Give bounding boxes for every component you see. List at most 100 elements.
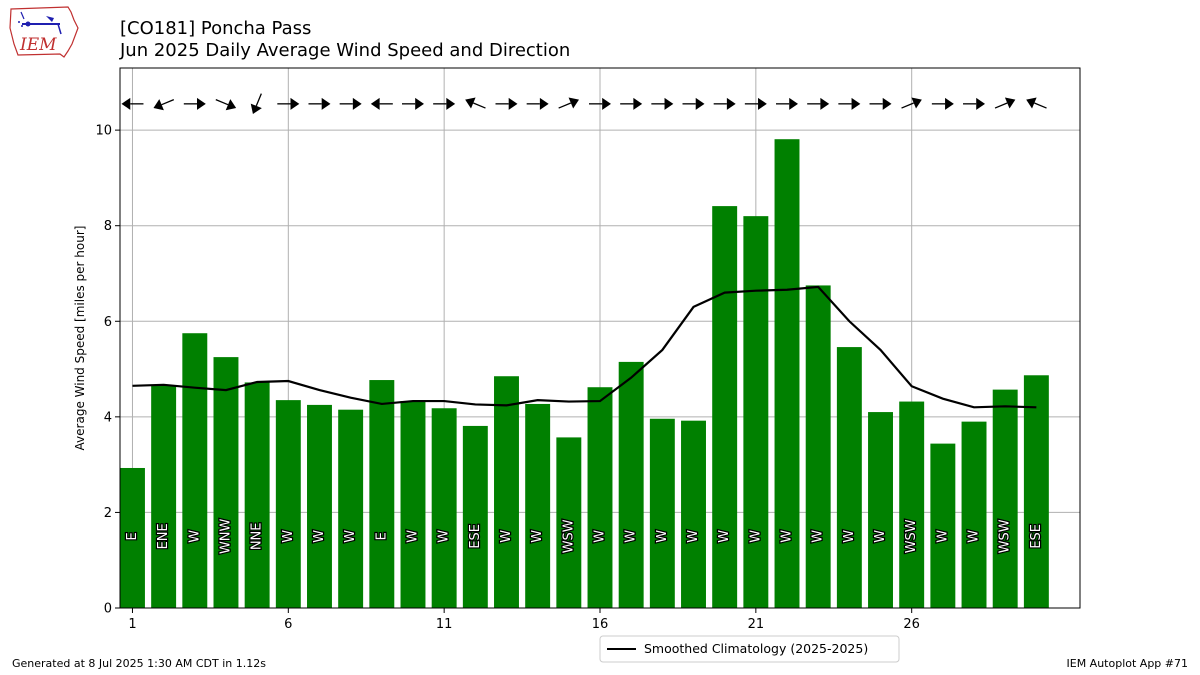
wind-direction-arrow-icon (495, 97, 518, 110)
y-tick-label: 2 (104, 506, 112, 521)
bar (587, 387, 613, 608)
direction-label: W (842, 530, 857, 543)
wind-direction-arrow-icon (931, 97, 954, 110)
bar (774, 139, 800, 608)
direction-label: NNE (250, 522, 265, 550)
wind-direction-arrow-icon (465, 97, 486, 109)
bar (307, 404, 332, 608)
direction-label: W (717, 530, 732, 543)
generated-note: Generated at 8 Jul 2025 1:30 AM CDT in 1… (12, 657, 266, 670)
bar (743, 216, 769, 608)
wind-direction-arrow-icon (713, 97, 736, 110)
direction-label: W (593, 530, 608, 543)
bar (961, 421, 987, 608)
direction-label: W (343, 530, 358, 543)
direction-label: W (624, 530, 639, 543)
bar (712, 206, 738, 608)
wind-direction-arrow-icon (558, 97, 579, 109)
wind-direction-arrow-icon (901, 97, 922, 109)
wind-direction-arrow-icon (807, 97, 830, 110)
wind-direction-arrow-icon (620, 97, 643, 110)
wind-direction-arrow-icon (215, 99, 237, 111)
y-tick-label: 6 (104, 315, 112, 330)
bar (899, 401, 925, 608)
y-tick-label: 0 (104, 602, 112, 617)
direction-label: W (686, 530, 701, 543)
bar (151, 385, 177, 608)
direction-label: W (935, 530, 950, 543)
wind-direction-arrow-icon (869, 97, 892, 110)
wind-direction-arrow-icon (776, 97, 799, 110)
direction-label: W (873, 530, 888, 543)
climatology-line (132, 285, 1037, 409)
climatology-series (132, 285, 1037, 409)
legend: Smoothed Climatology (2025-2025) (599, 635, 900, 663)
direction-label: ESE (468, 524, 483, 549)
bar (431, 408, 457, 608)
wind-direction-arrow-icon (651, 97, 674, 110)
direction-label: W (780, 530, 795, 543)
direction-label: WSW (561, 519, 576, 553)
wind-direction-arrow-icon (153, 99, 175, 111)
direction-label: W (967, 530, 982, 543)
direction-label: E (125, 532, 140, 540)
wind-direction-arrow-icon (277, 97, 300, 110)
direction-label: W (748, 530, 763, 543)
bar (400, 401, 426, 608)
chart-subtitle: Jun 2025 Daily Average Wind Speed and Di… (120, 40, 571, 61)
x-tick-label: 6 (284, 617, 292, 632)
direction-label: WNW (218, 518, 233, 554)
direction-arrows (121, 93, 1047, 115)
app-credit: IEM Autoplot App #71 (1066, 657, 1189, 670)
y-tick-label: 4 (104, 410, 112, 425)
wind-direction-arrow-icon (401, 97, 424, 110)
wind-direction-arrow-icon (308, 97, 331, 110)
wind-direction-arrow-icon (370, 97, 393, 110)
direction-label: ESE (1029, 524, 1044, 549)
wind-direction-arrow-icon (838, 97, 861, 110)
wind-direction-arrow-icon (433, 97, 456, 110)
x-tick-label: 26 (903, 617, 920, 632)
direction-label: W (437, 530, 452, 543)
direction-label: WSW (998, 519, 1013, 553)
wind-direction-arrow-icon (1026, 97, 1047, 109)
wind-direction-arrow-icon (744, 97, 767, 110)
y-tick-label: 8 (104, 219, 112, 234)
wind-direction-arrow-icon (589, 97, 611, 110)
bar (649, 418, 675, 608)
bar (525, 403, 551, 608)
chart-title: [CO181] Poncha Pass (120, 18, 312, 39)
wind-direction-arrow-icon (682, 97, 705, 110)
x-tick-label: 11 (436, 617, 453, 632)
iem-iowa-logo-icon: IEM (9, 6, 79, 58)
iem-logo: IEM (8, 6, 80, 58)
bar (338, 409, 364, 608)
bar (805, 285, 831, 608)
bar (244, 382, 270, 608)
bar (556, 437, 582, 608)
direction-label: ENE (156, 523, 171, 549)
wind-direction-arrow-icon (250, 93, 262, 115)
bar (213, 357, 239, 608)
wind-direction-arrow-icon (526, 97, 549, 110)
iem-logo-text: IEM (19, 35, 57, 55)
bar (182, 333, 208, 608)
y-axis-label: Average Wind Speed [miles per hour] (73, 226, 87, 451)
wind-direction-arrow-icon (994, 97, 1016, 109)
y-tick-label: 10 (95, 124, 112, 139)
bar (120, 467, 145, 608)
bar (369, 380, 395, 608)
wind-direction-arrow-icon (183, 97, 206, 110)
bar (868, 412, 893, 608)
bar (462, 425, 488, 608)
x-tick-label: 1 (128, 617, 136, 632)
bar (836, 347, 862, 608)
bar (1023, 375, 1049, 608)
direction-label: W (187, 530, 202, 543)
direction-label: W (530, 530, 545, 543)
wind-direction-arrow-icon (963, 97, 986, 110)
bar (494, 376, 519, 608)
bar (930, 443, 956, 608)
direction-label: W (281, 530, 296, 543)
direction-label: E (374, 532, 389, 540)
